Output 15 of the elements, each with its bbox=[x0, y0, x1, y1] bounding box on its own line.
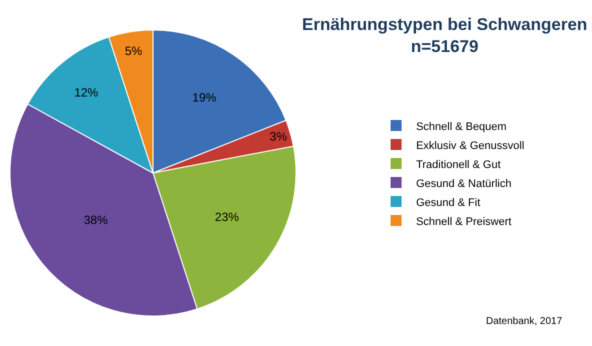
legend-label: Gesund & Fit bbox=[416, 196, 480, 209]
data-label: 19% bbox=[192, 90, 217, 104]
chart-title: Ernährungstypen bei Schwangeren bbox=[302, 15, 588, 34]
legend-label: Gesund & Natürlich bbox=[416, 178, 512, 190]
legend-label: Traditionell & Gut bbox=[416, 158, 501, 171]
data-label: 12% bbox=[74, 85, 99, 100]
data-label: 3% bbox=[270, 130, 288, 144]
legend-label: Schnell & Bequem bbox=[416, 120, 507, 133]
chart-subtitle: n=51679 bbox=[410, 37, 478, 56]
data-label: 5% bbox=[124, 44, 142, 58]
legend-label: Schnell & Preiswert bbox=[416, 216, 512, 228]
data-label: 38% bbox=[84, 213, 108, 228]
data-label: 23% bbox=[214, 210, 240, 224]
legend-label: Exklusiv & Genussvoll bbox=[416, 140, 524, 152]
text: Datenbank, 2017 bbox=[486, 316, 563, 327]
